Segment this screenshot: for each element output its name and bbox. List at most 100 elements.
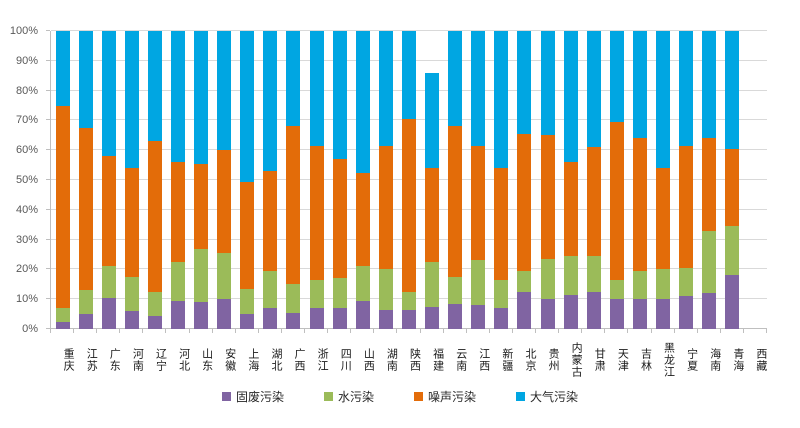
- bar: [421, 31, 444, 329]
- segment-noise: [378, 145, 393, 270]
- segment-solid-waste: [632, 299, 647, 329]
- segment-noise: [702, 138, 717, 231]
- x-axis-label: 海南: [708, 348, 721, 372]
- x-tick-mark: [234, 329, 236, 333]
- bar: [328, 31, 351, 329]
- segment-water: [540, 258, 555, 300]
- x-axis-label: 重庆: [62, 348, 75, 372]
- y-tick-label-50: 50%: [15, 174, 38, 186]
- x-axis-label: 广东: [108, 348, 121, 372]
- x-tick-mark: [696, 329, 698, 333]
- segment-air: [194, 31, 209, 164]
- segment-noise: [494, 168, 509, 280]
- segment-noise: [632, 138, 647, 271]
- segment-water: [494, 279, 509, 309]
- segment-solid-waste: [147, 315, 162, 329]
- legend-swatch-noise: [414, 392, 423, 401]
- segment-water: [471, 260, 486, 306]
- x-axis-label: 内蒙古: [570, 342, 583, 378]
- x-tick-mark: [442, 329, 444, 333]
- segment-water: [563, 256, 578, 295]
- bar: [536, 31, 559, 329]
- segment-solid-waste: [355, 300, 370, 329]
- segment-noise: [332, 159, 347, 279]
- bar: [97, 31, 120, 329]
- segment-noise: [679, 145, 694, 268]
- segment-noise: [286, 126, 301, 285]
- segment-air: [217, 31, 232, 151]
- y-tick-mark: [46, 149, 50, 151]
- x-tick-mark: [350, 329, 352, 333]
- bar: [74, 31, 97, 329]
- y-tick-label-30: 30%: [15, 233, 38, 246]
- x-tick-mark: [742, 329, 744, 333]
- x-tick-mark: [766, 329, 767, 333]
- legend-item-solid-waste: 固废污染: [221, 388, 284, 405]
- segment-water: [632, 270, 647, 300]
- x-tick-mark: [604, 329, 606, 333]
- segment-solid-waste: [332, 308, 347, 329]
- x-axis-label: 浙江: [316, 348, 329, 372]
- x-tick-mark: [165, 329, 167, 333]
- plot-area: [50, 30, 767, 329]
- segment-water: [147, 291, 162, 316]
- segment-noise: [517, 133, 532, 271]
- segment-noise: [55, 105, 70, 309]
- legend: 固废污染 水污染 噪声污染 大气污染: [0, 388, 800, 405]
- segment-water: [332, 278, 347, 309]
- bar: [721, 31, 744, 329]
- legend-item-noise: 噪声污染: [414, 388, 476, 405]
- segment-noise: [147, 141, 162, 292]
- segment-solid-waste: [540, 299, 555, 329]
- bar: [628, 31, 651, 329]
- x-tick-mark: [650, 329, 652, 333]
- segment-water: [609, 279, 624, 300]
- segment-water: [78, 290, 93, 315]
- y-tick-mark: [46, 268, 50, 270]
- x-tick-mark: [396, 329, 398, 333]
- segment-solid-waste: [494, 308, 509, 329]
- segment-solid-waste: [240, 314, 255, 329]
- segment-air: [725, 31, 740, 149]
- segment-solid-waste: [679, 296, 694, 329]
- segment-solid-waste: [655, 299, 670, 329]
- bar: [605, 31, 628, 329]
- bar: [259, 31, 282, 329]
- x-axis-labels: 重庆 江苏 广东 河南 辽宁 河北 山东 安徽 上海 湖北 广西 浙江 四川 山西 湖南 陕西 福建 云南 江西 新疆…: [50, 334, 767, 386]
- y-tick-mark: [46, 298, 50, 300]
- segment-noise: [563, 162, 578, 256]
- x-tick-mark: [73, 329, 75, 333]
- x-tick-mark: [50, 329, 51, 333]
- y-tick-label-80: 80%: [15, 84, 38, 97]
- x-tick-mark: [581, 329, 583, 333]
- x-axis-label: 福建: [431, 348, 444, 372]
- x-tick-mark: [465, 329, 467, 333]
- x-axis-label: 河北: [177, 348, 190, 372]
- segment-solid-waste: [609, 299, 624, 329]
- segment-water: [194, 248, 209, 303]
- segment-air: [124, 31, 139, 169]
- segment-solid-waste: [194, 302, 209, 329]
- segment-noise: [171, 162, 186, 262]
- segment-noise: [609, 121, 624, 280]
- legend-item-air: 大气污染: [516, 388, 578, 405]
- segment-water: [725, 226, 740, 276]
- x-axis-label: 江西: [477, 348, 490, 372]
- y-axis: 0% 10% 20% 30% 40% 50% 60% 70% 80% 90% 100%: [0, 25, 50, 335]
- segment-solid-waste: [378, 309, 393, 329]
- segment-air: [471, 31, 486, 146]
- bar: [190, 31, 213, 329]
- segment-water: [263, 270, 278, 309]
- segment-air: [609, 31, 624, 122]
- segment-solid-waste: [101, 297, 116, 329]
- x-tick-mark: [119, 329, 121, 333]
- legend-label: 噪声污染: [428, 390, 477, 404]
- legend-item-water: 水污染: [323, 388, 374, 405]
- x-axis-label: 陕西: [408, 348, 421, 372]
- segment-noise: [78, 127, 93, 291]
- segment-air: [632, 31, 647, 139]
- segment-noise: [309, 145, 324, 280]
- segment-air: [494, 31, 509, 169]
- x-tick-mark: [304, 329, 306, 333]
- segment-solid-waste: [171, 300, 186, 329]
